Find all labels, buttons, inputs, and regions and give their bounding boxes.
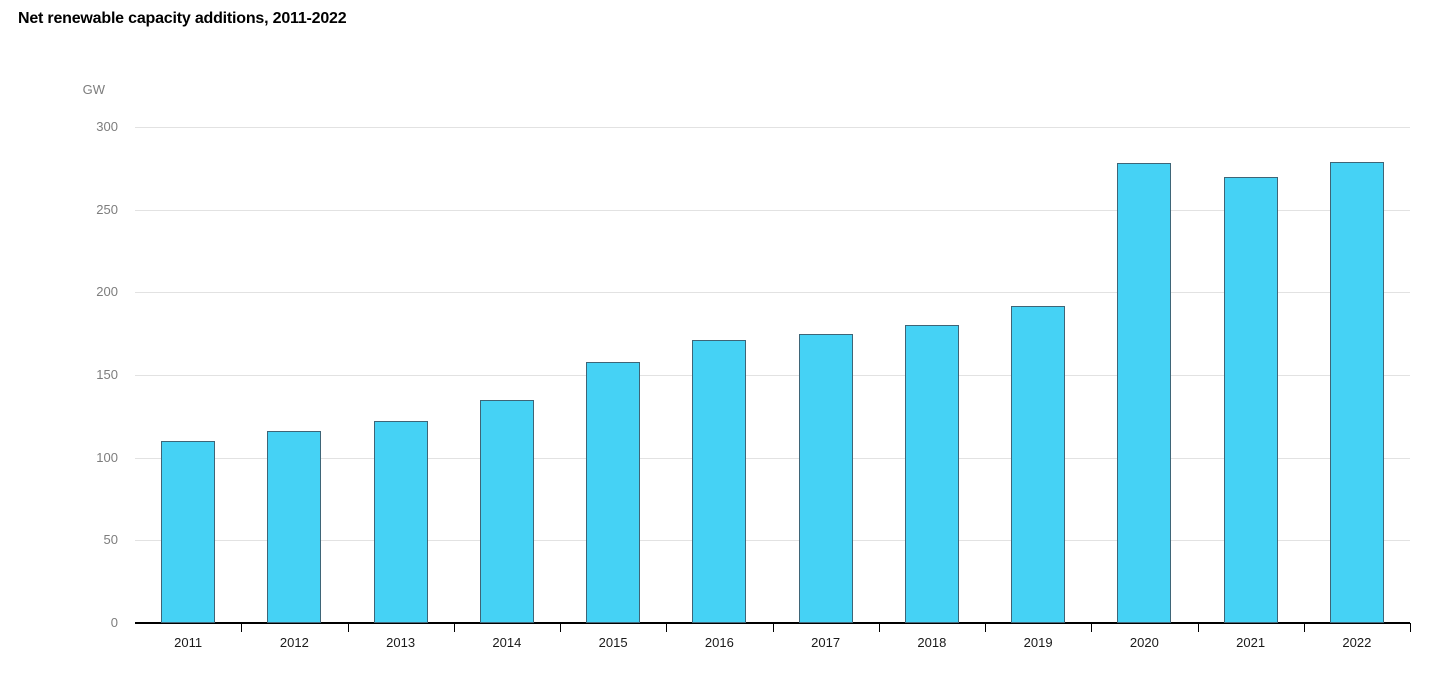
bar-2016 [692, 340, 747, 623]
bar-2017 [798, 334, 853, 623]
bar-2013 [373, 421, 428, 623]
x-tick-label-2012: 2012 [279, 635, 309, 650]
bar-2018 [904, 325, 959, 623]
x-axis-tick-9 [1091, 623, 1092, 632]
bar-2015 [586, 362, 641, 623]
x-axis-tick-6 [773, 623, 774, 632]
chart-title: Net renewable capacity additions, 2011-2… [18, 10, 347, 27]
gridline-100 [135, 457, 1410, 459]
x-axis-tick-1 [241, 623, 242, 632]
x-tick-label-2011: 2011 [174, 635, 203, 650]
x-tick-label-2018: 2018 [917, 635, 947, 650]
bar-2021 [1223, 177, 1278, 623]
y-tick-label-0: 0 [110, 615, 118, 630]
y-tick-label-150: 150 [96, 367, 118, 382]
x-axis-tick-4 [560, 623, 561, 632]
gridline-300 [135, 127, 1410, 128]
y-tick-label-200: 200 [96, 284, 118, 300]
x-axis-tick-12 [1410, 623, 1411, 632]
gridline-250 [135, 209, 1410, 211]
x-axis-tick-11 [1304, 623, 1305, 632]
y-tick-label-50: 50 [103, 532, 118, 548]
gridline-200 [135, 292, 1410, 294]
x-axis-tick-7 [879, 623, 880, 632]
gridline-50 [135, 540, 1410, 542]
gridline-150 [135, 375, 1410, 376]
x-tick-label-2015: 2015 [598, 635, 628, 650]
x-tick-label-2019: 2019 [1023, 635, 1053, 650]
x-axis-line [135, 622, 1410, 624]
bar-2011 [161, 441, 216, 623]
x-axis-tick-3 [454, 623, 455, 632]
x-tick-label-2020: 2020 [1129, 635, 1159, 650]
bar-2020 [1117, 163, 1172, 623]
x-tick-label-2014: 2014 [492, 635, 522, 650]
bar-2019 [1011, 306, 1066, 623]
plot-area: 2011 2012 2013 2014 2015 2016 2017 2018 2019 2020… [135, 127, 1411, 650]
x-tick-label-2016: 2016 [704, 635, 734, 650]
bar-2014 [479, 400, 534, 623]
y-tick-label-100: 100 [96, 449, 118, 465]
y-tick-label-300: 300 [96, 119, 118, 134]
x-axis-tick-8 [985, 623, 986, 632]
y-tick-label-250: 250 [96, 201, 118, 217]
y-axis-unit-label: GW [82, 82, 105, 97]
bar-2022 [1329, 162, 1384, 623]
x-tick-label-2021: 2021 [1236, 635, 1266, 650]
x-axis-tick-10 [1198, 623, 1199, 632]
bar-2012 [267, 431, 322, 623]
x-axis-tick-2 [348, 623, 349, 632]
x-axis-tick-5 [666, 623, 667, 632]
x-tick-label-2022: 2022 [1342, 635, 1372, 650]
x-tick-label-2013: 2013 [386, 635, 416, 650]
x-tick-label-2017: 2017 [811, 635, 841, 650]
